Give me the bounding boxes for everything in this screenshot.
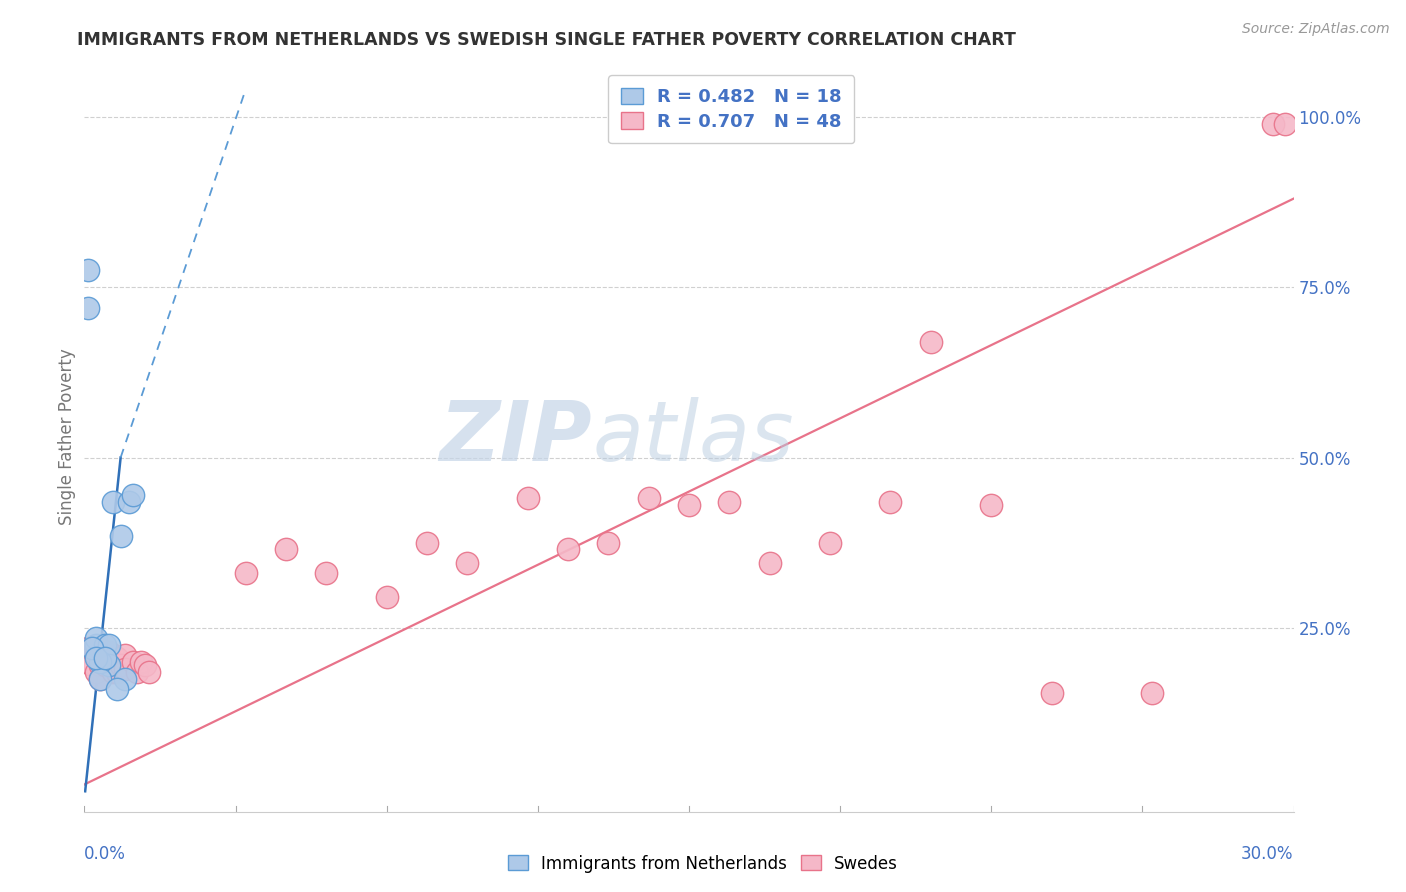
Point [110, 529, 132, 543]
Point [315, 566, 337, 581]
Point [86, 641, 108, 656]
Point [77, 641, 100, 656]
Text: IMMIGRANTS FROM NETHERLANDS VS SWEDISH SINGLE FATHER POVERTY CORRELATION CHART: IMMIGRANTS FROM NETHERLANDS VS SWEDISH S… [77, 31, 1017, 49]
Legend: Immigrants from Netherlands, Swedes: Immigrants from Netherlands, Swedes [502, 848, 904, 880]
Legend: R = 0.482   N = 18, R = 0.707   N = 48: R = 0.482 N = 18, R = 0.707 N = 48 [609, 75, 855, 144]
Point [118, 495, 141, 509]
Point [121, 488, 143, 502]
Point [678, 498, 700, 512]
Point [456, 556, 478, 570]
Text: 30.0%: 30.0% [1241, 846, 1294, 863]
Point [97, 638, 120, 652]
Point [93, 651, 115, 665]
Point [93, 658, 115, 673]
Point [416, 535, 439, 549]
Point [89, 655, 111, 669]
Point [86, 638, 108, 652]
Point [105, 682, 128, 697]
Y-axis label: Single Father Poverty: Single Father Poverty [58, 349, 76, 525]
Point [121, 655, 143, 669]
Point [89, 651, 111, 665]
Point [110, 658, 132, 673]
Text: ZIP: ZIP [440, 397, 592, 477]
Point [86, 648, 108, 662]
Point [77, 655, 100, 669]
Point [82, 641, 104, 656]
Point [274, 542, 297, 557]
Point [375, 590, 398, 604]
Point [125, 665, 148, 679]
Point [818, 535, 841, 549]
Point [86, 631, 108, 645]
Point [97, 645, 120, 659]
Point [97, 658, 120, 673]
Point [758, 556, 780, 570]
Point [77, 263, 100, 277]
Point [97, 658, 120, 673]
Text: 0.0%: 0.0% [84, 846, 127, 863]
Point [101, 495, 124, 509]
Point [879, 495, 901, 509]
Point [114, 672, 136, 686]
Point [82, 641, 104, 656]
Point [86, 651, 108, 665]
Point [89, 672, 111, 686]
Point [114, 648, 136, 662]
Point [114, 662, 136, 676]
Point [637, 491, 659, 506]
Point [516, 491, 538, 506]
Point [134, 658, 156, 673]
Point [82, 658, 104, 673]
Point [1040, 685, 1063, 699]
Point [557, 542, 579, 557]
Point [105, 665, 128, 679]
Text: Source: ZipAtlas.com: Source: ZipAtlas.com [1241, 22, 1389, 37]
Point [101, 648, 124, 662]
Point [77, 301, 100, 315]
Point [1142, 685, 1164, 699]
Point [598, 535, 620, 549]
Point [920, 334, 942, 349]
Point [105, 651, 128, 665]
Point [980, 498, 1002, 512]
Point [235, 566, 257, 581]
Point [1263, 117, 1285, 131]
Point [93, 645, 115, 659]
Point [89, 658, 111, 673]
Point [93, 638, 115, 652]
Point [93, 651, 115, 665]
Point [89, 672, 111, 686]
Point [86, 665, 108, 679]
Point [129, 655, 152, 669]
Text: atlas: atlas [592, 397, 794, 477]
Point [718, 495, 741, 509]
Point [1274, 117, 1296, 131]
Point [101, 665, 124, 679]
Point [138, 665, 160, 679]
